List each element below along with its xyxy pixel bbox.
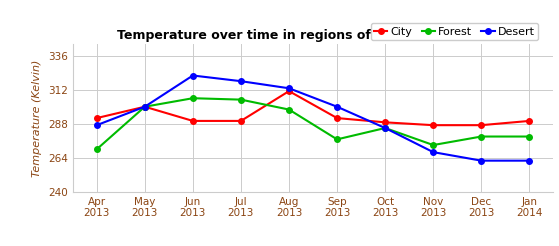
Forest (478, 135, 485, 138)
Desert (526, 159, 533, 162)
Desert (93, 124, 100, 127)
Forest (190, 97, 196, 100)
City (286, 90, 292, 92)
Line: City: City (94, 88, 532, 128)
Desert (382, 126, 389, 129)
City (141, 105, 148, 108)
Title: Temperature over time in regions of the American West: Temperature over time in regions of the … (117, 29, 509, 42)
Legend: City, Forest, Desert: City, Forest, Desert (371, 23, 538, 40)
City (526, 120, 533, 123)
Desert (190, 74, 196, 77)
Forest (141, 105, 148, 108)
Desert (141, 105, 148, 108)
Desert (334, 105, 340, 108)
Forest (93, 148, 100, 151)
Desert (430, 151, 437, 154)
Forest (286, 108, 292, 111)
Y-axis label: Temperature (Kelvin): Temperature (Kelvin) (32, 59, 42, 177)
Forest (526, 135, 533, 138)
Forest (334, 138, 340, 141)
City (93, 117, 100, 120)
Desert (286, 87, 292, 90)
Desert (478, 159, 485, 162)
City (430, 124, 437, 127)
City (478, 124, 485, 127)
Line: Desert: Desert (94, 73, 532, 163)
City (382, 121, 389, 124)
Forest (430, 144, 437, 147)
Line: Forest: Forest (94, 95, 532, 152)
Forest (238, 98, 244, 101)
City (238, 120, 244, 123)
City (334, 117, 340, 120)
Desert (238, 80, 244, 83)
Forest (382, 126, 389, 129)
City (190, 120, 196, 123)
